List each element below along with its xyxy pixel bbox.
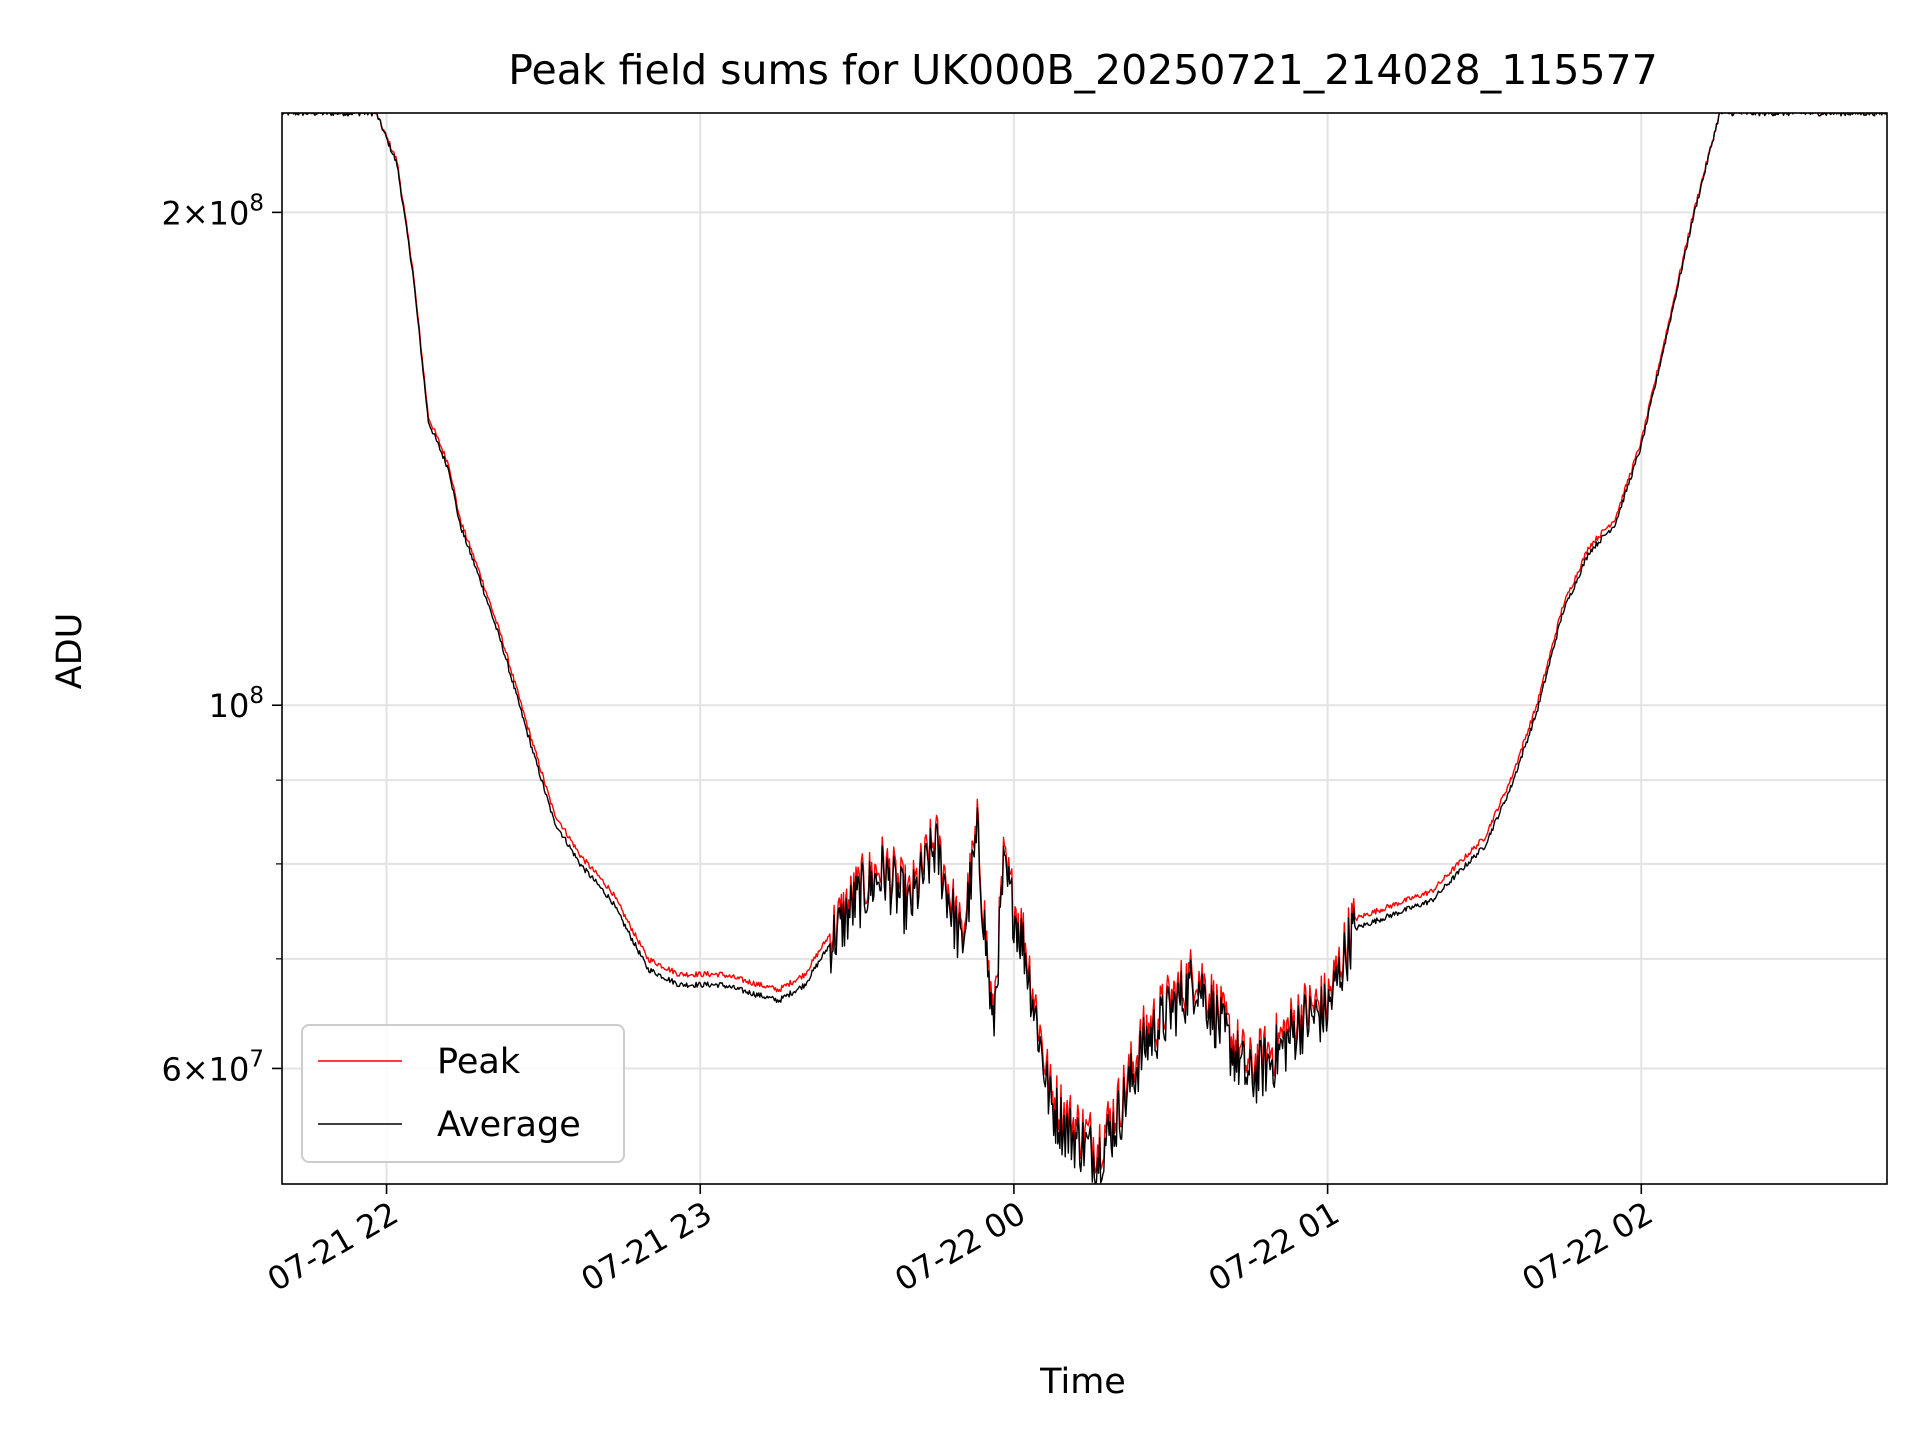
y-tick-label: 2×108 (161, 190, 264, 232)
chart-title: Peak field sums for UK000B_20250721_2140… (508, 46, 1657, 94)
series-line-average (282, 113, 1887, 1184)
x-axis-label: Time (1039, 1362, 1126, 1402)
legend: Peak Average (301, 1024, 625, 1163)
legend-box (301, 1024, 625, 1163)
y-tick-exponent: 7 (249, 1046, 264, 1072)
y-tick-base: 6×10 (161, 1050, 249, 1088)
y-tick-label: 108 (209, 683, 264, 725)
y-tick-base: 2×10 (161, 194, 249, 232)
axes-frame (281, 112, 1888, 1185)
y-tick-exponent: 8 (249, 683, 264, 709)
y-tick-base: 10 (209, 687, 250, 725)
y-tick-label: 6×107 (161, 1046, 264, 1088)
y-axis-label: ADU (50, 613, 90, 690)
legend-label-peak: Peak (437, 1042, 521, 1082)
plot-lines (282, 113, 1887, 1184)
legend-label-average: Average (437, 1105, 581, 1145)
y-tick-exponent: 8 (249, 190, 264, 216)
